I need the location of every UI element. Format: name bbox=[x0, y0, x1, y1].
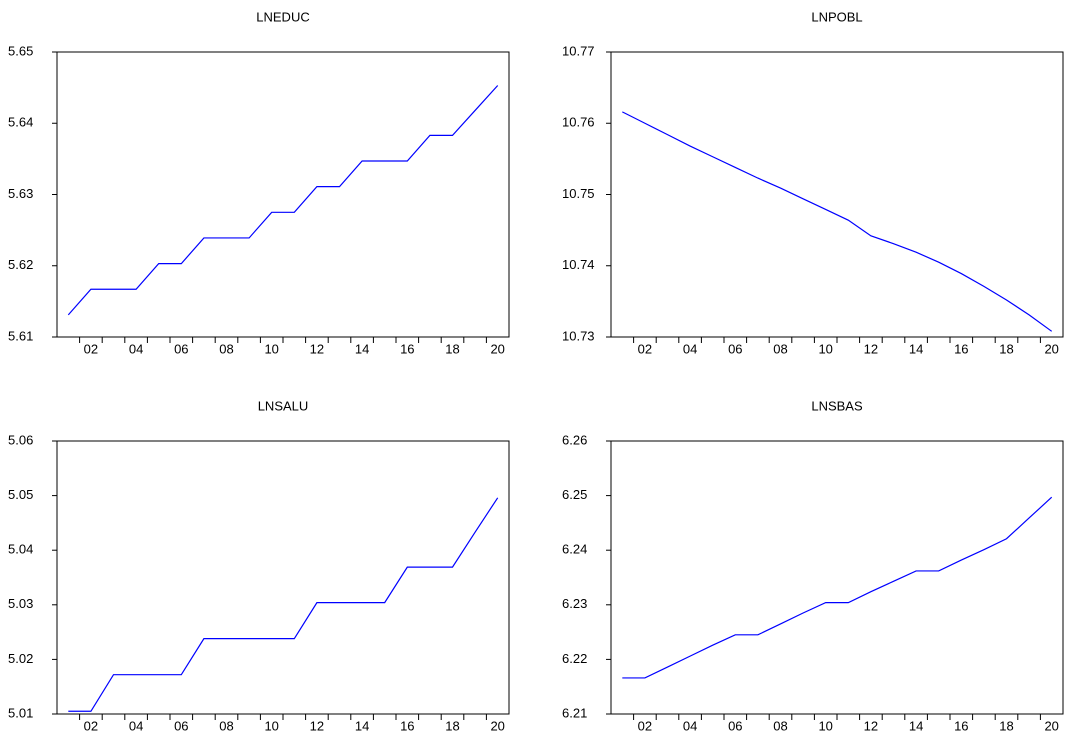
x-tick-label: 14 bbox=[355, 341, 369, 356]
y-tick-label: 5.62 bbox=[8, 257, 33, 272]
y-tick-label: 10.73 bbox=[562, 328, 595, 343]
x-tick-label: 16 bbox=[400, 718, 414, 733]
x-tick-label: 20 bbox=[1044, 341, 1058, 356]
x-tick-label: 02 bbox=[84, 341, 98, 356]
x-tick-label: 16 bbox=[954, 341, 968, 356]
x-tick-label: 02 bbox=[638, 718, 652, 733]
x-tick-label: 18 bbox=[999, 341, 1013, 356]
y-tick-label: 5.04 bbox=[8, 542, 33, 557]
x-tick-label: 02 bbox=[638, 341, 652, 356]
y-tick-label: 6.24 bbox=[562, 542, 587, 557]
y-tick-label: 5.05 bbox=[8, 487, 33, 502]
x-tick-label: 06 bbox=[174, 718, 188, 733]
data-line bbox=[67, 85, 499, 316]
x-tick-label: 08 bbox=[773, 718, 787, 733]
data-line bbox=[68, 497, 499, 712]
x-tick-label: 20 bbox=[1044, 718, 1058, 733]
x-tick-label: 04 bbox=[683, 718, 697, 733]
data-line bbox=[622, 496, 1053, 679]
y-tick-label: 6.21 bbox=[562, 705, 587, 720]
y-tick-label: 6.25 bbox=[562, 487, 587, 502]
chart-title: LNSALU bbox=[258, 398, 309, 413]
x-tick-label: 12 bbox=[310, 718, 324, 733]
data-line bbox=[622, 111, 1053, 332]
x-tick-label: 18 bbox=[445, 718, 459, 733]
y-tick-label: 10.75 bbox=[562, 186, 595, 201]
x-tick-label: 10 bbox=[264, 718, 278, 733]
x-tick-label: 18 bbox=[445, 341, 459, 356]
x-tick-label: 04 bbox=[129, 718, 143, 733]
x-tick-label: 12 bbox=[864, 718, 878, 733]
y-tick-label: 5.01 bbox=[8, 705, 33, 720]
x-tick-label: 18 bbox=[999, 718, 1013, 733]
plot-frame bbox=[56, 440, 510, 715]
x-tick-label: 06 bbox=[174, 341, 188, 356]
plot-frame bbox=[56, 51, 510, 338]
plot-frame bbox=[610, 51, 1064, 338]
y-tick-label: 5.64 bbox=[8, 115, 33, 130]
x-tick-label: 14 bbox=[909, 341, 923, 356]
x-tick-label: 04 bbox=[683, 341, 697, 356]
y-tick-label: 10.77 bbox=[562, 43, 595, 58]
x-tick-label: 08 bbox=[219, 718, 233, 733]
y-tick-label: 5.06 bbox=[8, 432, 33, 447]
x-tick-label: 10 bbox=[264, 341, 278, 356]
x-tick-label: 10 bbox=[818, 341, 832, 356]
chart-title: LNSBAS bbox=[811, 398, 863, 413]
x-tick-label: 14 bbox=[355, 718, 369, 733]
y-tick-label: 5.61 bbox=[8, 328, 33, 343]
x-tick-label: 14 bbox=[909, 718, 923, 733]
y-tick-label: 5.03 bbox=[8, 596, 33, 611]
x-tick-label: 12 bbox=[864, 341, 878, 356]
x-tick-label: 20 bbox=[490, 718, 504, 733]
x-tick-label: 02 bbox=[84, 718, 98, 733]
y-tick-label: 10.74 bbox=[562, 257, 595, 272]
y-tick-label: 10.76 bbox=[562, 115, 595, 130]
chart-title: LNEDUC bbox=[256, 9, 309, 24]
x-tick-label: 04 bbox=[129, 341, 143, 356]
y-tick-label: 6.26 bbox=[562, 432, 587, 447]
y-tick-label: 6.23 bbox=[562, 596, 587, 611]
x-tick-label: 20 bbox=[490, 341, 504, 356]
x-tick-label: 06 bbox=[728, 718, 742, 733]
x-tick-label: 08 bbox=[219, 341, 233, 356]
chart-title: LNPOBL bbox=[811, 9, 862, 24]
x-tick-label: 08 bbox=[773, 341, 787, 356]
y-tick-label: 5.65 bbox=[8, 43, 33, 58]
x-tick-label: 10 bbox=[818, 718, 832, 733]
x-tick-label: 16 bbox=[400, 341, 414, 356]
x-tick-label: 16 bbox=[954, 718, 968, 733]
y-tick-label: 5.63 bbox=[8, 186, 33, 201]
plot-frame bbox=[610, 440, 1064, 715]
x-tick-label: 06 bbox=[728, 341, 742, 356]
y-tick-label: 6.22 bbox=[562, 651, 587, 666]
y-tick-label: 5.02 bbox=[8, 651, 33, 666]
x-tick-label: 12 bbox=[310, 341, 324, 356]
